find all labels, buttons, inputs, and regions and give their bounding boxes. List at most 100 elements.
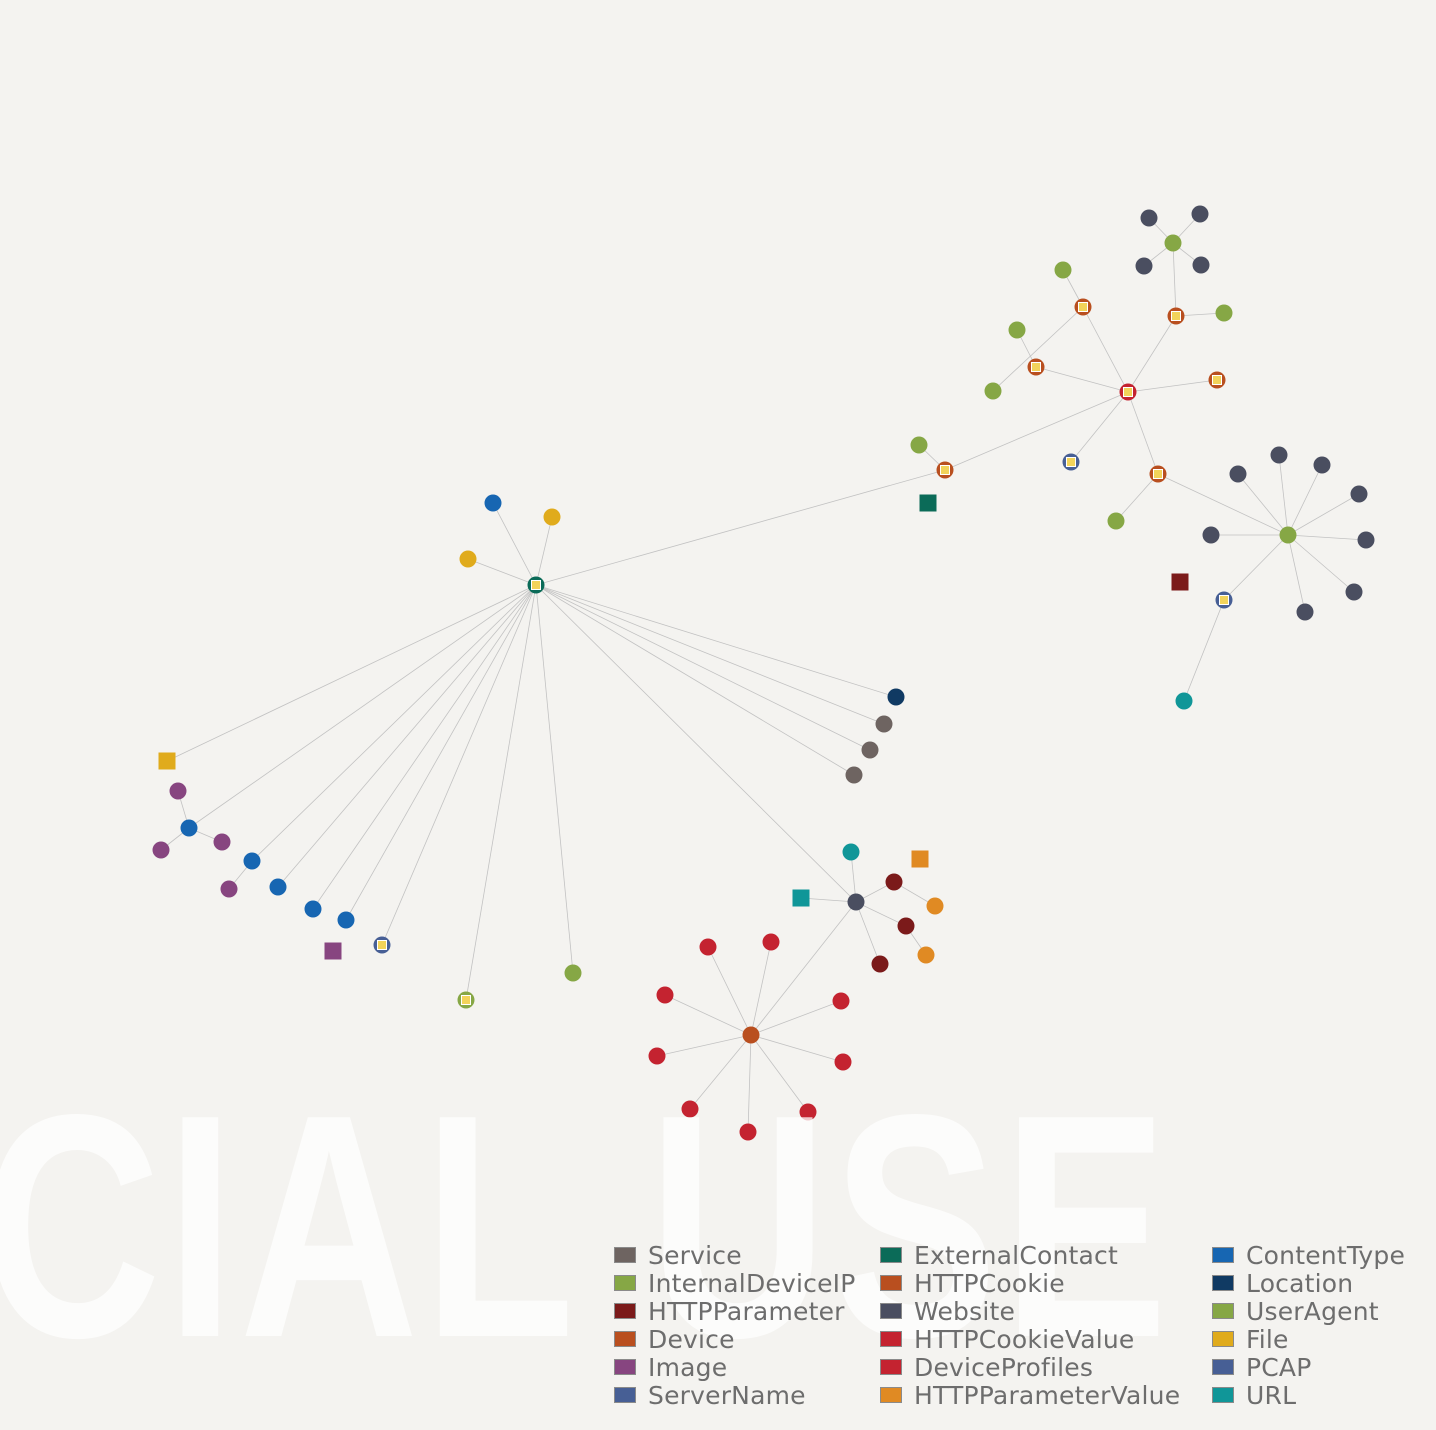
graph-node-pcap[interactable] [1215, 591, 1233, 609]
graph-node-website[interactable] [1350, 485, 1368, 503]
graph-node-contenttype[interactable] [484, 494, 502, 512]
legend-label: HTTPParameterValue [914, 1380, 1181, 1410]
legend-item-file: File [1212, 1325, 1429, 1354]
graph-node-website[interactable] [1357, 531, 1375, 549]
graph-node-website[interactable] [1229, 465, 1247, 483]
graph-node-website[interactable] [1202, 526, 1220, 544]
graph-node-deviceprofiles[interactable] [832, 992, 850, 1010]
graph-node-httpcookie[interactable] [1167, 307, 1185, 325]
graph-node-image[interactable] [220, 880, 238, 898]
legend-swatch [614, 1359, 636, 1375]
graph-node-website[interactable] [1296, 603, 1314, 621]
legend-item-internaldeviceip: InternalDeviceIP [614, 1269, 880, 1298]
graph-node-service[interactable] [861, 741, 879, 759]
graph-edge [1070, 391, 1129, 463]
graph-node-httpcookie[interactable] [1208, 371, 1226, 389]
graph-node-service[interactable] [875, 715, 893, 733]
graph-node-httpparameter[interactable] [897, 917, 915, 935]
graph-node-pcap[interactable] [373, 936, 391, 954]
graph-node-deviceprofiles[interactable] [739, 1123, 757, 1141]
graph-edge [747, 1034, 752, 1133]
graph-node-internaldeviceip[interactable] [564, 964, 582, 982]
legend-item-deviceprofiles: DeviceProfiles [880, 1353, 1212, 1382]
graph-node-file[interactable] [158, 752, 176, 770]
graph-node-httpcookie[interactable] [936, 461, 954, 479]
graph-node-image[interactable] [213, 833, 231, 851]
graph-node-contenttype[interactable] [337, 911, 355, 929]
graph-node-externalcontact[interactable] [919, 494, 937, 512]
graph-node-deviceprofiles[interactable] [648, 1047, 666, 1065]
graph-node-website[interactable] [1313, 456, 1331, 474]
graph-edge [188, 584, 537, 829]
graph-node-file[interactable] [543, 508, 561, 526]
graph-edge [535, 584, 885, 725]
graph-node-deviceprofiles[interactable] [762, 933, 780, 951]
graph-node-httpcookie[interactable] [1074, 298, 1092, 316]
graph-node-useragent[interactable] [1054, 261, 1072, 279]
graph-node-image[interactable] [169, 782, 187, 800]
graph-edge [535, 584, 574, 974]
graph-node-useragent[interactable] [1215, 304, 1233, 322]
graph-node-httpparametervalue[interactable] [926, 897, 944, 915]
graph-edge [1127, 315, 1177, 393]
graph-node-deviceprofiles[interactable] [834, 1053, 852, 1071]
graph-node-httpparameter[interactable] [885, 873, 903, 891]
graph-node-deviceprofiles[interactable] [681, 1100, 699, 1118]
legend-swatch [1212, 1331, 1234, 1347]
graph-node-website[interactable] [1191, 205, 1209, 223]
legend-label: URL [1246, 1380, 1297, 1410]
graph-node-useragent[interactable] [1107, 512, 1125, 530]
graph-node-file[interactable] [459, 550, 477, 568]
graph-node-httpparameter[interactable] [871, 955, 889, 973]
graph-node-url[interactable] [792, 889, 810, 907]
graph-node-website[interactable] [1192, 256, 1210, 274]
graph-edge [664, 994, 752, 1036]
graph-edge [1287, 493, 1360, 536]
graph-node-useragent[interactable] [1008, 321, 1026, 339]
graph-node-website[interactable] [847, 893, 865, 911]
graph-node-url[interactable] [1175, 692, 1193, 710]
graph-node-httpcookie[interactable] [1149, 465, 1167, 483]
graph-node-location[interactable] [887, 688, 905, 706]
graph-node-useragent[interactable] [1279, 526, 1297, 544]
graph-node-externalcontact[interactable] [527, 576, 545, 594]
legend-swatch [614, 1387, 636, 1403]
graph-node-deviceprofiles[interactable] [799, 1103, 817, 1121]
graph-edge [992, 306, 1084, 392]
graph-node-contenttype[interactable] [243, 852, 261, 870]
graph-edge [1127, 379, 1218, 393]
graph-node-contenttype[interactable] [180, 819, 198, 837]
graph-edge [381, 584, 537, 946]
graph-node-useragent[interactable] [910, 436, 928, 454]
graph-node-useragent[interactable] [1164, 234, 1182, 252]
graph-node-useragent[interactable] [984, 382, 1002, 400]
graph-node-deviceprofiles[interactable] [656, 986, 674, 1004]
graph-node-httpparameter[interactable] [1171, 573, 1189, 591]
graph-node-website[interactable] [1135, 257, 1153, 275]
graph-node-service[interactable] [845, 766, 863, 784]
legend-label: ServerName [648, 1380, 806, 1410]
graph-node-image[interactable] [152, 841, 170, 859]
legend-label: Service [648, 1240, 742, 1270]
legend-label: Location [1246, 1268, 1354, 1298]
graph-node-internaldeviceip[interactable] [457, 991, 475, 1009]
graph-node-image[interactable] [324, 942, 342, 960]
graph-edge [1287, 534, 1306, 613]
graph-node-httpparametervalue[interactable] [911, 850, 929, 868]
graph-node-deviceprofiles[interactable] [699, 938, 717, 956]
graph-node-website[interactable] [1140, 209, 1158, 227]
graph-node-device[interactable] [742, 1026, 760, 1044]
graph-node-httpcookie[interactable] [1027, 358, 1045, 376]
legend-item-image: Image [614, 1353, 880, 1382]
graph-node-httpparametervalue[interactable] [917, 946, 935, 964]
legend-item-useragent: UserAgent [1212, 1297, 1429, 1326]
graph-node-website[interactable] [1270, 446, 1288, 464]
graph-node-website[interactable] [1345, 583, 1363, 601]
graph-node-pcap[interactable] [1062, 453, 1080, 471]
graph-node-contenttype[interactable] [304, 900, 322, 918]
legend: Service InternalDeviceIP HTTPParameter Devi… [614, 1241, 1429, 1417]
graph-node-httpcookievalue[interactable] [1119, 383, 1137, 401]
graph-node-contenttype[interactable] [269, 878, 287, 896]
legend-label: Device [648, 1324, 735, 1354]
graph-node-url[interactable] [842, 843, 860, 861]
